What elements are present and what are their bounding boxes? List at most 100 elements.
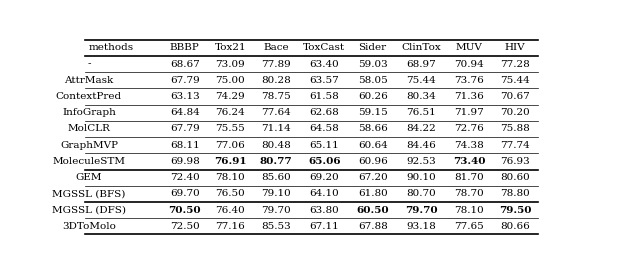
Text: GraphMVP: GraphMVP xyxy=(60,141,118,150)
Text: 62.68: 62.68 xyxy=(309,108,339,117)
Text: 77.28: 77.28 xyxy=(500,59,530,69)
Text: 61.58: 61.58 xyxy=(309,92,339,101)
Text: MoleculeSTM: MoleculeSTM xyxy=(52,157,125,166)
Text: 80.60: 80.60 xyxy=(500,173,530,182)
Text: 59.03: 59.03 xyxy=(358,59,387,69)
Text: 84.46: 84.46 xyxy=(406,141,436,150)
Text: 71.36: 71.36 xyxy=(454,92,484,101)
Text: 58.66: 58.66 xyxy=(358,125,387,133)
Text: 92.53: 92.53 xyxy=(406,157,436,166)
Text: 60.50: 60.50 xyxy=(356,205,389,215)
Text: 79.10: 79.10 xyxy=(261,189,291,198)
Text: HIV: HIV xyxy=(505,43,525,52)
Text: 67.20: 67.20 xyxy=(358,173,387,182)
Text: 72.76: 72.76 xyxy=(454,125,484,133)
Text: 67.88: 67.88 xyxy=(358,222,387,231)
Text: methods: methods xyxy=(89,43,134,52)
Text: -: - xyxy=(87,59,91,69)
Text: GEM: GEM xyxy=(76,173,102,182)
Text: 77.89: 77.89 xyxy=(261,59,291,69)
Text: 76.40: 76.40 xyxy=(216,205,245,215)
Text: 76.91: 76.91 xyxy=(214,157,246,166)
Text: 80.77: 80.77 xyxy=(260,157,292,166)
Text: 75.55: 75.55 xyxy=(216,125,245,133)
Text: 80.28: 80.28 xyxy=(261,76,291,85)
Text: 68.67: 68.67 xyxy=(170,59,200,69)
Text: 60.26: 60.26 xyxy=(358,92,387,101)
Text: 75.00: 75.00 xyxy=(216,76,245,85)
Text: 69.70: 69.70 xyxy=(170,189,200,198)
Text: 76.93: 76.93 xyxy=(500,157,530,166)
Text: MUV: MUV xyxy=(456,43,483,52)
Text: 70.94: 70.94 xyxy=(454,59,484,69)
Text: 84.22: 84.22 xyxy=(406,125,436,133)
Text: 79.50: 79.50 xyxy=(499,205,531,215)
Text: Bace: Bace xyxy=(263,43,289,52)
Text: 78.10: 78.10 xyxy=(454,205,484,215)
Text: 77.65: 77.65 xyxy=(454,222,484,231)
Text: ContextPred: ContextPred xyxy=(56,92,122,101)
Text: 75.44: 75.44 xyxy=(500,76,530,85)
Text: 63.80: 63.80 xyxy=(309,205,339,215)
Text: ToxCast: ToxCast xyxy=(303,43,346,52)
Text: 70.50: 70.50 xyxy=(168,205,201,215)
Text: 64.84: 64.84 xyxy=(170,108,200,117)
Text: 63.57: 63.57 xyxy=(309,76,339,85)
Text: MGSSL (BFS): MGSSL (BFS) xyxy=(52,189,125,198)
Text: 65.06: 65.06 xyxy=(308,157,340,166)
Text: 67.11: 67.11 xyxy=(309,222,339,231)
Text: AttrMask: AttrMask xyxy=(64,76,113,85)
Text: 76.51: 76.51 xyxy=(406,108,436,117)
Text: 85.53: 85.53 xyxy=(261,222,291,231)
Text: 78.10: 78.10 xyxy=(216,173,245,182)
Text: 80.70: 80.70 xyxy=(406,189,436,198)
Text: 76.24: 76.24 xyxy=(216,108,245,117)
Text: 77.06: 77.06 xyxy=(216,141,245,150)
Text: 72.50: 72.50 xyxy=(170,222,200,231)
Text: 79.70: 79.70 xyxy=(261,205,291,215)
Text: 61.80: 61.80 xyxy=(358,189,387,198)
Text: 79.70: 79.70 xyxy=(404,205,437,215)
Text: 73.76: 73.76 xyxy=(454,76,484,85)
Text: 78.80: 78.80 xyxy=(500,189,530,198)
Text: 70.20: 70.20 xyxy=(500,108,530,117)
Text: ClinTox: ClinTox xyxy=(401,43,441,52)
Text: 93.18: 93.18 xyxy=(406,222,436,231)
Text: 76.50: 76.50 xyxy=(216,189,245,198)
Text: 59.15: 59.15 xyxy=(358,108,387,117)
Text: 72.40: 72.40 xyxy=(170,173,200,182)
Text: 75.88: 75.88 xyxy=(500,125,530,133)
Text: 78.70: 78.70 xyxy=(454,189,484,198)
Text: 81.70: 81.70 xyxy=(454,173,484,182)
Text: 63.13: 63.13 xyxy=(170,92,200,101)
Text: 77.16: 77.16 xyxy=(216,222,245,231)
Text: Tox21: Tox21 xyxy=(214,43,246,52)
Text: BBBP: BBBP xyxy=(170,43,200,52)
Text: 73.40: 73.40 xyxy=(453,157,486,166)
Text: 80.34: 80.34 xyxy=(406,92,436,101)
Text: 68.11: 68.11 xyxy=(170,141,200,150)
Text: 77.64: 77.64 xyxy=(261,108,291,117)
Text: Sider: Sider xyxy=(358,43,387,52)
Text: 3DToMolo: 3DToMolo xyxy=(62,222,116,231)
Text: 80.48: 80.48 xyxy=(261,141,291,150)
Text: MGSSL (DFS): MGSSL (DFS) xyxy=(52,205,126,215)
Text: 71.14: 71.14 xyxy=(261,125,291,133)
Text: 77.74: 77.74 xyxy=(500,141,530,150)
Text: 63.40: 63.40 xyxy=(309,59,339,69)
Text: 69.98: 69.98 xyxy=(170,157,200,166)
Text: 73.09: 73.09 xyxy=(216,59,245,69)
Text: 71.97: 71.97 xyxy=(454,108,484,117)
Text: 78.75: 78.75 xyxy=(261,92,291,101)
Text: 64.58: 64.58 xyxy=(309,125,339,133)
Text: 65.11: 65.11 xyxy=(309,141,339,150)
Text: 80.66: 80.66 xyxy=(500,222,530,231)
Text: 74.38: 74.38 xyxy=(454,141,484,150)
Text: MolCLR: MolCLR xyxy=(67,125,110,133)
Text: 74.29: 74.29 xyxy=(216,92,245,101)
Text: 90.10: 90.10 xyxy=(406,173,436,182)
Text: 58.05: 58.05 xyxy=(358,76,387,85)
Text: 70.67: 70.67 xyxy=(500,92,530,101)
Text: 75.44: 75.44 xyxy=(406,76,436,85)
Text: 67.79: 67.79 xyxy=(170,125,200,133)
